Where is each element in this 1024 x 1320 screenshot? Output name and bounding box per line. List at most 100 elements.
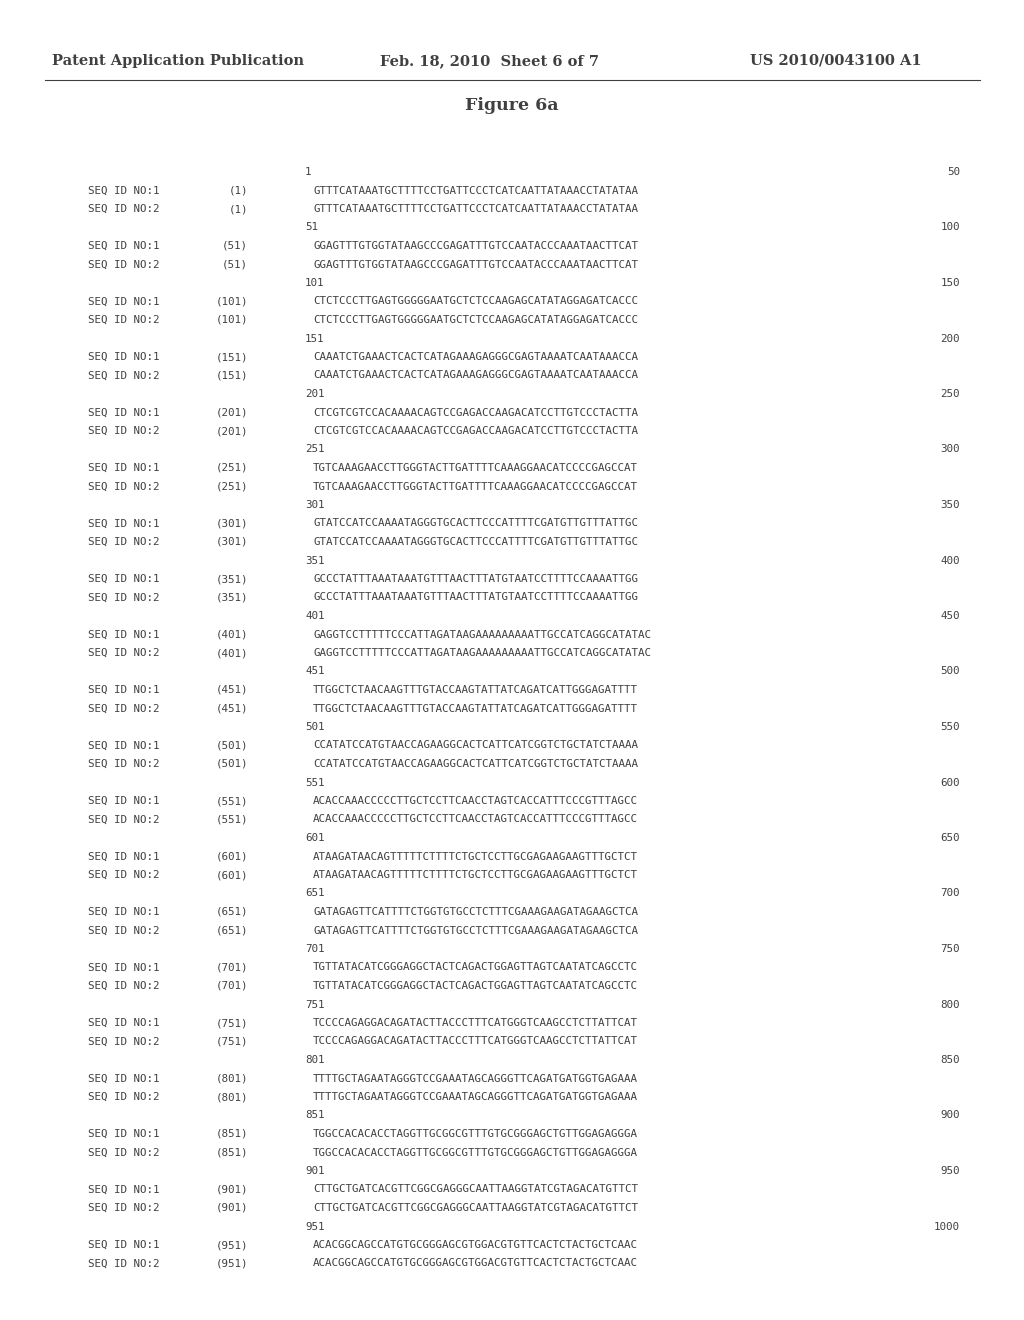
Text: (801): (801) [215, 1073, 248, 1084]
Text: SEQ ID NO:1: SEQ ID NO:1 [88, 1129, 160, 1139]
Text: 751: 751 [305, 999, 325, 1010]
Text: SEQ ID NO:2: SEQ ID NO:2 [88, 315, 160, 325]
Text: 400: 400 [940, 556, 961, 565]
Text: SEQ ID NO:2: SEQ ID NO:2 [88, 870, 160, 880]
Text: TGGCCACACACCTAGGTTGCGGCGTTTGTGCGGGAGCTGTTGGAGAGGGA: TGGCCACACACCTAGGTTGCGGCGTTTGTGCGGGAGCTGT… [313, 1129, 638, 1139]
Text: (751): (751) [215, 1036, 248, 1047]
Text: SEQ ID NO:1: SEQ ID NO:1 [88, 574, 160, 583]
Text: GATAGAGTTCATTTTCTGGTGTGCCTCTTTCGAAAGAAGATAGAAGCTCA: GATAGAGTTCATTTTCTGGTGTGCCTCTTTCGAAAGAAGA… [313, 925, 638, 936]
Text: ATAAGATAACAGTTTTTCTTTTCTGCTCCTTGCGAGAAGAAGTTTGCTCT: ATAAGATAACAGTTTTTCTTTTCTGCTCCTTGCGAGAAGA… [313, 870, 638, 880]
Text: 201: 201 [305, 389, 325, 399]
Text: GTATCCATCCAAAATAGGGTGCACTTCCCATTTTCGATGTTGTTTATTGC: GTATCCATCCAAAATAGGGTGCACTTCCCATTTTCGATGT… [313, 519, 638, 528]
Text: ACACGGCAGCCATGTGCGGGAGCGTGGACGTGTTCACTCTACTGCTCAAC: ACACGGCAGCCATGTGCGGGAGCGTGGACGTGTTCACTCT… [313, 1258, 638, 1269]
Text: 1000: 1000 [934, 1221, 961, 1232]
Text: SEQ ID NO:2: SEQ ID NO:2 [88, 537, 160, 546]
Text: TGTCAAAGAACCTTGGGTACTTGATTTTCAAAGGAACATCCCCGAGCCAT: TGTCAAAGAACCTTGGGTACTTGATTTTCAAAGGAACATC… [313, 482, 638, 491]
Text: 650: 650 [940, 833, 961, 843]
Text: (251): (251) [215, 463, 248, 473]
Text: (651): (651) [215, 925, 248, 936]
Text: SEQ ID NO:1: SEQ ID NO:1 [88, 1184, 160, 1195]
Text: (101): (101) [215, 297, 248, 306]
Text: (451): (451) [215, 685, 248, 696]
Text: SEQ ID NO:2: SEQ ID NO:2 [88, 1092, 160, 1102]
Text: SEQ ID NO:1: SEQ ID NO:1 [88, 519, 160, 528]
Text: SEQ ID NO:1: SEQ ID NO:1 [88, 352, 160, 362]
Text: CCATATCCATGTAACCAGAAGGCACTCATTCATCGGTCTGCTATCTAAAA: CCATATCCATGTAACCAGAAGGCACTCATTCATCGGTCTG… [313, 741, 638, 751]
Text: (901): (901) [215, 1184, 248, 1195]
Text: 600: 600 [940, 777, 961, 788]
Text: 101: 101 [305, 279, 325, 288]
Text: (551): (551) [215, 814, 248, 825]
Text: 901: 901 [305, 1166, 325, 1176]
Text: 700: 700 [940, 888, 961, 899]
Text: SEQ ID NO:2: SEQ ID NO:2 [88, 1036, 160, 1047]
Text: 50: 50 [947, 168, 961, 177]
Text: SEQ ID NO:1: SEQ ID NO:1 [88, 1239, 160, 1250]
Text: 100: 100 [940, 223, 961, 232]
Text: 900: 900 [940, 1110, 961, 1121]
Text: TTTTGCTAGAATAGGGTCCGAAATAGCAGGGTTCAGATGATGGTGAGAAA: TTTTGCTAGAATAGGGTCCGAAATAGCAGGGTTCAGATGA… [313, 1073, 638, 1084]
Text: GGAGTTTGTGGTATAAGCCCGAGATTTGTCCAATACCCAAATAACTTCAT: GGAGTTTGTGGTATAAGCCCGAGATTTGTCCAATACCCAA… [313, 260, 638, 269]
Text: TTTTGCTAGAATAGGGTCCGAAATAGCAGGGTTCAGATGATGGTGAGAAA: TTTTGCTAGAATAGGGTCCGAAATAGCAGGGTTCAGATGA… [313, 1092, 638, 1102]
Text: SEQ ID NO:1: SEQ ID NO:1 [88, 796, 160, 807]
Text: (801): (801) [215, 1092, 248, 1102]
Text: 951: 951 [305, 1221, 325, 1232]
Text: (1): (1) [228, 205, 248, 214]
Text: (851): (851) [215, 1129, 248, 1139]
Text: (301): (301) [215, 537, 248, 546]
Text: 651: 651 [305, 888, 325, 899]
Text: CTTGCTGATCACGTTCGGCGAGGGCAATTAAGGTATCGTAGACATGTTCT: CTTGCTGATCACGTTCGGCGAGGGCAATTAAGGTATCGTA… [313, 1184, 638, 1195]
Text: (151): (151) [215, 371, 248, 380]
Text: TGTCAAAGAACCTTGGGTACTTGATTTTCAAAGGAACATCCCCGAGCCAT: TGTCAAAGAACCTTGGGTACTTGATTTTCAAAGGAACATC… [313, 463, 638, 473]
Text: CCATATCCATGTAACCAGAAGGCACTCATTCATCGGTCTGCTATCTAAAA: CCATATCCATGTAACCAGAAGGCACTCATTCATCGGTCTG… [313, 759, 638, 770]
Text: Figure 6a: Figure 6a [465, 96, 559, 114]
Text: SEQ ID NO:2: SEQ ID NO:2 [88, 981, 160, 991]
Text: (601): (601) [215, 851, 248, 862]
Text: SEQ ID NO:2: SEQ ID NO:2 [88, 482, 160, 491]
Text: ATAAGATAACAGTTTTTCTTTTCTGCTCCTTGCGAGAAGAAGTTTGCTCT: ATAAGATAACAGTTTTTCTTTTCTGCTCCTTGCGAGAAGA… [313, 851, 638, 862]
Text: SEQ ID NO:2: SEQ ID NO:2 [88, 260, 160, 269]
Text: GTTTCATAAATGCTTTTCCTGATTCCCTCATCAATTATAAACCTATATAA: GTTTCATAAATGCTTTTCCTGATTCCCTCATCAATTATAA… [313, 186, 638, 195]
Text: (101): (101) [215, 315, 248, 325]
Text: TTGGCTCTAACAAGTTTGTACCAAGTATTATCAGATCATTGGGAGATTTT: TTGGCTCTAACAAGTTTGTACCAAGTATTATCAGATCATT… [313, 685, 638, 696]
Text: (901): (901) [215, 1203, 248, 1213]
Text: SEQ ID NO:2: SEQ ID NO:2 [88, 593, 160, 602]
Text: SEQ ID NO:2: SEQ ID NO:2 [88, 1147, 160, 1158]
Text: CAAATCTGAAACTCACTCATAGAAAGAGGGCGAGTAAAATCAATAAACCA: CAAATCTGAAACTCACTCATAGAAAGAGGGCGAGTAAAAT… [313, 352, 638, 362]
Text: SEQ ID NO:1: SEQ ID NO:1 [88, 685, 160, 696]
Text: (701): (701) [215, 962, 248, 973]
Text: SEQ ID NO:1: SEQ ID NO:1 [88, 297, 160, 306]
Text: SEQ ID NO:1: SEQ ID NO:1 [88, 741, 160, 751]
Text: CTCTCCCTTGAGTGGGGGAATGCTCTCCAAGAGCATATAGGAGATCACCC: CTCTCCCTTGAGTGGGGGAATGCTCTCCAAGAGCATATAG… [313, 297, 638, 306]
Text: (751): (751) [215, 1018, 248, 1028]
Text: ACACCAAACCCCCTTGCTCCTTCAACCTAGTCACCATTTCCCGTTTAGCC: ACACCAAACCCCCTTGCTCCTTCAACCTAGTCACCATTTC… [313, 814, 638, 825]
Text: (1): (1) [228, 186, 248, 195]
Text: 801: 801 [305, 1055, 325, 1065]
Text: SEQ ID NO:1: SEQ ID NO:1 [88, 242, 160, 251]
Text: SEQ ID NO:2: SEQ ID NO:2 [88, 704, 160, 714]
Text: 300: 300 [940, 445, 961, 454]
Text: (351): (351) [215, 593, 248, 602]
Text: (851): (851) [215, 1147, 248, 1158]
Text: (401): (401) [215, 630, 248, 639]
Text: TTGGCTCTAACAAGTTTGTACCAAGTATTATCAGATCATTGGGAGATTTT: TTGGCTCTAACAAGTTTGTACCAAGTATTATCAGATCATT… [313, 704, 638, 714]
Text: 501: 501 [305, 722, 325, 733]
Text: 601: 601 [305, 833, 325, 843]
Text: 401: 401 [305, 611, 325, 620]
Text: GTTTCATAAATGCTTTTCCTGATTCCCTCATCAATTATAAACCTATATAA: GTTTCATAAATGCTTTTCCTGATTCCCTCATCAATTATAA… [313, 205, 638, 214]
Text: SEQ ID NO:1: SEQ ID NO:1 [88, 962, 160, 973]
Text: (601): (601) [215, 870, 248, 880]
Text: ACACCAAACCCCCTTGCTCCTTCAACCTAGTCACCATTTCCCGTTTAGCC: ACACCAAACCCCCTTGCTCCTTCAACCTAGTCACCATTTC… [313, 796, 638, 807]
Text: (651): (651) [215, 907, 248, 917]
Text: (201): (201) [215, 408, 248, 417]
Text: 500: 500 [940, 667, 961, 676]
Text: (51): (51) [222, 242, 248, 251]
Text: SEQ ID NO:2: SEQ ID NO:2 [88, 371, 160, 380]
Text: 351: 351 [305, 556, 325, 565]
Text: 750: 750 [940, 944, 961, 954]
Text: GTATCCATCCAAAATAGGGTGCACTTCCCATTTTCGATGTTGTTTATTGC: GTATCCATCCAAAATAGGGTGCACTTCCCATTTTCGATGT… [313, 537, 638, 546]
Text: 350: 350 [940, 500, 961, 510]
Text: (401): (401) [215, 648, 248, 657]
Text: (951): (951) [215, 1258, 248, 1269]
Text: SEQ ID NO:1: SEQ ID NO:1 [88, 408, 160, 417]
